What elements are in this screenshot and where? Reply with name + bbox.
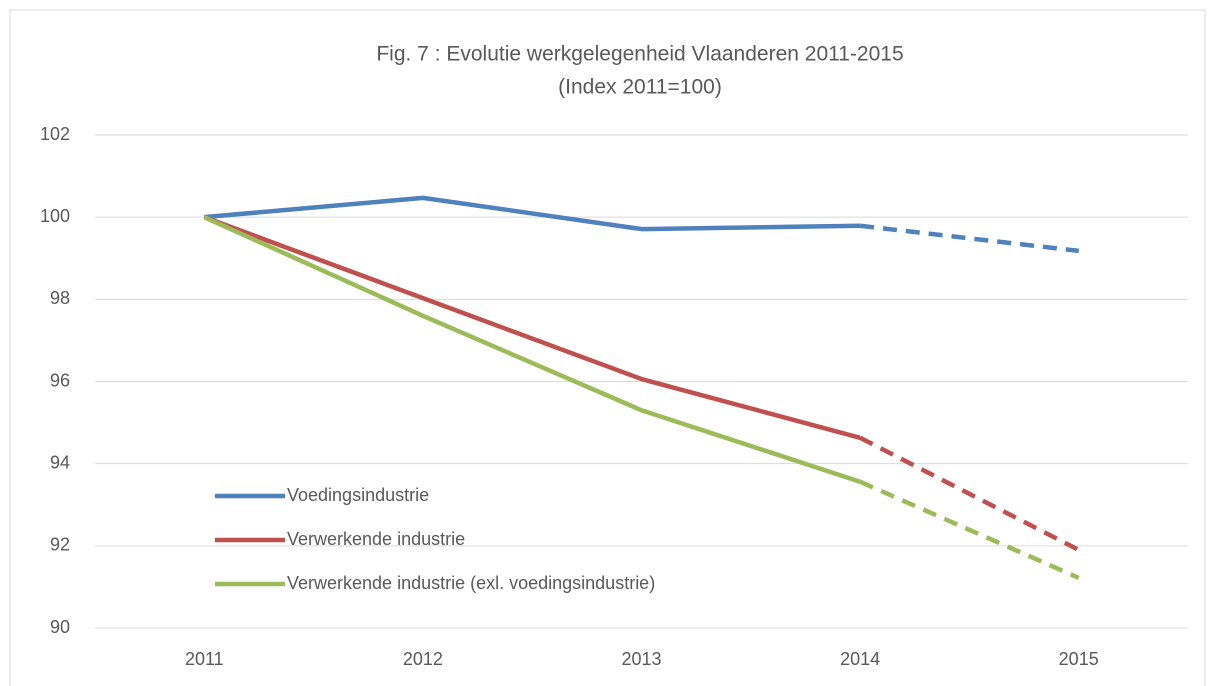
y-tick-label: 100 <box>40 206 70 226</box>
legend-label: Verwerkende industrie <box>287 529 465 549</box>
x-tick-label: 2013 <box>621 649 661 669</box>
x-tick-label: 2015 <box>1059 649 1099 669</box>
x-tick-label: 2011 <box>185 649 224 669</box>
series-line-dashed <box>859 435 1080 552</box>
y-tick-label: 90 <box>50 617 70 637</box>
chart-subtitle: (Index 2011=100) <box>558 76 722 99</box>
x-tick-label: 2014 <box>840 649 880 669</box>
legend-label: Voedingsindustrie <box>287 485 429 505</box>
y-tick-label: 98 <box>50 288 70 308</box>
chart-title: Fig. 7 : Evolutie werkgelegenheid Vlaand… <box>376 43 903 66</box>
series-line <box>203 215 861 440</box>
y-tick-label: 94 <box>50 452 70 472</box>
series-line-dashed <box>859 223 1079 254</box>
y-tick-label: 92 <box>50 535 70 555</box>
chart-border <box>9 9 1206 686</box>
legend-label: Verwerkende industrie (exl. voedingsindu… <box>287 573 655 593</box>
y-tick-label: 96 <box>50 370 70 390</box>
series-line <box>204 195 861 232</box>
y-tick-label: 102 <box>40 124 70 144</box>
x-tick-label: 2012 <box>403 649 443 669</box>
series-line-dashed <box>859 479 1080 580</box>
series-line <box>203 215 861 484</box>
